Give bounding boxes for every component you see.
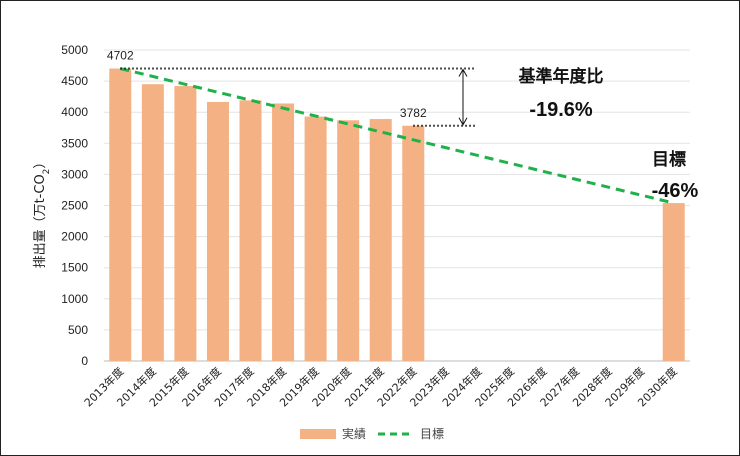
difference-arrow-head-up [458, 68, 468, 77]
data-labels: 4702 3782 [107, 49, 427, 120]
gridlines [104, 49, 690, 362]
bar [369, 119, 392, 362]
target-line [119, 67, 675, 205]
bar-data-label: 4702 [107, 49, 134, 63]
y-tick-label: 4000 [61, 105, 88, 119]
y-tick-labels: 0 500 1000 1500 2000 2500 3000 3500 4000 4500 5000 [61, 43, 88, 368]
difference-arrow-head-down [458, 117, 468, 126]
bar [141, 84, 164, 362]
y-tick-label: 5000 [61, 43, 88, 57]
y-tick-label: 1500 [61, 261, 88, 275]
bar [402, 125, 425, 361]
legend-swatch-actual [300, 429, 336, 439]
y-tick-label: 2000 [61, 230, 88, 244]
y-tick-label: 3500 [61, 136, 88, 150]
bar [304, 116, 327, 361]
bar [337, 120, 360, 361]
y-tick-label: 2500 [61, 199, 88, 213]
bar [239, 100, 262, 361]
bar [272, 103, 295, 361]
y-tick-label: 4500 [61, 74, 88, 88]
y-tick-label: 500 [68, 323, 88, 337]
bar [206, 101, 229, 361]
legend-label-target: 目標 [420, 427, 444, 441]
y-tick-label: 1000 [61, 292, 88, 306]
y-tick-label: 3000 [61, 167, 88, 181]
bar [109, 68, 132, 362]
bars [109, 68, 685, 362]
base-year-ratio-title: 基準年度比 [518, 66, 604, 87]
y-axis-label: 排出量（万t-CO2） [33, 156, 52, 269]
target-title: 目標 [652, 149, 686, 170]
bar [174, 86, 197, 362]
bar-data-label: 3782 [400, 106, 427, 120]
target-overlays [119, 67, 675, 205]
legend: 実績 目標 [300, 426, 444, 441]
x-tick-labels: 2013年度2014年度2015年度2016年度2017年度2018年度2019… [81, 364, 680, 409]
base-year-ratio-value: -19.6% [529, 99, 593, 121]
legend-label-actual: 実績 [342, 426, 366, 441]
bar [662, 203, 685, 361]
y-tick-label: 0 [81, 354, 88, 368]
target-value: -46% [652, 180, 699, 202]
